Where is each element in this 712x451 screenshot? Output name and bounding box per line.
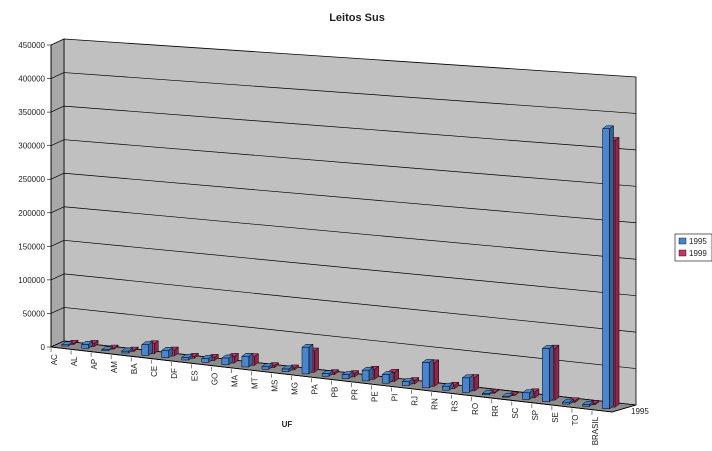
bar-1995-CE bbox=[160, 346, 174, 359]
gridline-side bbox=[50, 172, 65, 180]
gridline bbox=[63, 172, 637, 224]
bar-1995-AL bbox=[80, 340, 94, 349]
bar-1995-BRASIL bbox=[601, 125, 615, 410]
gridline bbox=[63, 206, 637, 260]
gridline bbox=[63, 239, 637, 297]
x-tick-label: AP bbox=[90, 359, 99, 370]
x-tick-label: AC bbox=[50, 354, 59, 365]
bar-1995-AP bbox=[100, 346, 114, 352]
bar-1995-BA bbox=[140, 341, 154, 356]
gridlines bbox=[50, 72, 637, 369]
legend-label-1995: 1995 bbox=[689, 237, 707, 246]
gridline-side bbox=[50, 72, 65, 79]
x-tick-label: TO bbox=[571, 415, 580, 426]
bar-1995-PB bbox=[341, 371, 354, 380]
x-axis: AC AL AP AM BA CE DF ES GO MA MT MS MG PA PB PR PE PI RJ RN… bbox=[50, 346, 637, 445]
x-tick-label: BRASIL bbox=[591, 416, 600, 445]
gridline-side bbox=[50, 139, 65, 146]
y-tick-label: 50000 bbox=[23, 309, 46, 318]
bar-1995-MS bbox=[281, 365, 294, 373]
bar-1995-SP bbox=[541, 344, 555, 403]
x-tick-label: AM bbox=[110, 361, 119, 373]
gridline-side bbox=[50, 307, 65, 314]
x-tick-label: SC bbox=[511, 407, 520, 418]
x-tick-label: PI bbox=[391, 394, 400, 402]
y-tick-label: 100000 bbox=[18, 276, 45, 285]
y-tick-label: 400000 bbox=[18, 75, 45, 84]
x-tick-label: PA bbox=[310, 384, 319, 395]
y-tick-label: 350000 bbox=[18, 108, 45, 117]
gridline-side bbox=[50, 273, 65, 281]
depth-axis-label: 1995 bbox=[631, 407, 649, 416]
legend-swatch-1995 bbox=[678, 237, 687, 245]
bar-1995-PA bbox=[321, 370, 334, 377]
bar-1995-MT bbox=[261, 363, 274, 370]
bar-1995-RR bbox=[501, 392, 515, 398]
gridline bbox=[63, 105, 637, 151]
bar-1995-PI bbox=[401, 378, 414, 387]
x-tick-label: CE bbox=[150, 366, 159, 377]
x-tick-label: RS bbox=[451, 401, 460, 412]
x-tick-label: GO bbox=[210, 373, 219, 385]
x-tick-label: ES bbox=[190, 370, 199, 381]
bars bbox=[60, 125, 620, 410]
x-tick-label: MA bbox=[230, 374, 239, 387]
y-axis: 0 50000 100000 150000 200000 250000 300000 3500… bbox=[18, 41, 52, 352]
bar-1995-SE bbox=[561, 398, 575, 405]
y-tick-label: 0 bbox=[41, 343, 46, 352]
x-tick-label: DF bbox=[170, 368, 179, 379]
gridline-side bbox=[50, 105, 65, 113]
x-tick-label: PR bbox=[351, 389, 360, 400]
gridline-side bbox=[50, 206, 65, 214]
x-tick-label: MT bbox=[250, 377, 259, 389]
gridline bbox=[63, 72, 637, 114]
x-tick-label: SP bbox=[531, 410, 540, 421]
x-tick-label: BA bbox=[130, 363, 139, 374]
x-tick-label: RR bbox=[491, 405, 500, 417]
depth-axis-line bbox=[611, 404, 637, 413]
y-tick-label: 150000 bbox=[18, 242, 45, 251]
bar-1995-MA bbox=[241, 352, 254, 368]
chart-title: Leitos Sus bbox=[329, 12, 385, 24]
bar-1995-RN bbox=[441, 382, 454, 391]
bar-1995-RO bbox=[481, 389, 495, 396]
chart-side-wall bbox=[50, 38, 65, 348]
x-tick-label: PE bbox=[371, 391, 380, 402]
gridline bbox=[63, 273, 637, 333]
x-axis-line bbox=[50, 346, 613, 413]
bar-1995-PE bbox=[381, 371, 394, 384]
gridline-side bbox=[50, 240, 65, 247]
bar-1995-DF bbox=[181, 353, 194, 361]
x-tick-label: MS bbox=[270, 380, 279, 392]
gridline bbox=[63, 139, 637, 187]
bar-1995-GO bbox=[221, 354, 234, 366]
x-tick-label: RJ bbox=[411, 396, 420, 406]
x-axis-title: UF bbox=[282, 420, 293, 429]
bar-1995-RS bbox=[461, 374, 475, 393]
x-tick-label: AL bbox=[70, 356, 79, 366]
bar-1995-SC bbox=[521, 389, 535, 400]
bar-1995-TO bbox=[581, 400, 595, 407]
x-tick-label: RN bbox=[431, 398, 440, 410]
bar-1995-MG bbox=[301, 343, 314, 375]
bar-1995-RJ bbox=[421, 359, 434, 389]
x-tick-label: PB bbox=[331, 387, 340, 398]
bar-1995-AM bbox=[120, 347, 134, 354]
bar-1995-ES bbox=[201, 354, 214, 363]
bar-1995-AC bbox=[60, 341, 74, 347]
x-tick-label: MG bbox=[290, 382, 299, 395]
legend: 1995 1999 bbox=[674, 233, 712, 262]
y-tick-label: 450000 bbox=[18, 41, 45, 50]
bar-1995-PR bbox=[361, 366, 374, 382]
y-tick-label: 300000 bbox=[18, 142, 45, 151]
legend-label-1999: 1999 bbox=[689, 249, 707, 258]
y-tick-label: 250000 bbox=[18, 175, 45, 184]
y-tick-label: 200000 bbox=[18, 209, 45, 218]
x-tick-label: RO bbox=[471, 403, 480, 415]
x-tick-label: SE bbox=[551, 412, 560, 423]
gridline bbox=[63, 307, 637, 369]
legend-swatch-1999 bbox=[678, 249, 687, 257]
